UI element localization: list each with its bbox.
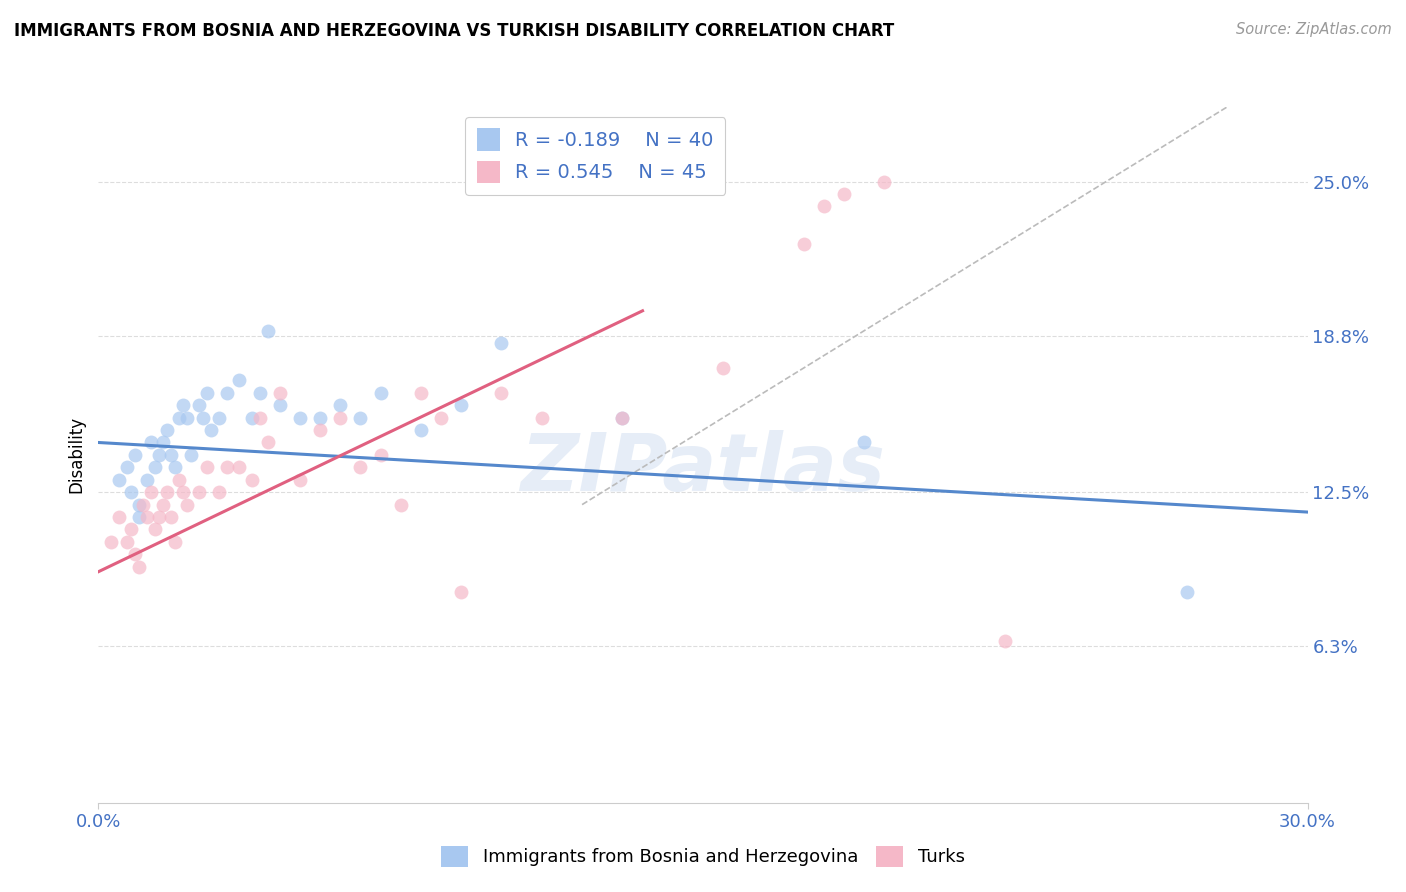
Point: [143, 523, 166, 537]
Point: [240, 473, 263, 487]
Point: [200, 423, 222, 437]
Point: [612, 410, 634, 425]
Point: [148, 448, 170, 462]
Point: [176, 498, 198, 512]
Point: [217, 385, 239, 400]
Point: [208, 410, 231, 425]
Point: [813, 199, 835, 213]
Point: [115, 535, 138, 549]
Point: [172, 398, 194, 412]
Point: [409, 423, 432, 437]
Point: [1175, 584, 1198, 599]
Point: [450, 398, 472, 412]
Point: [853, 435, 876, 450]
Point: [329, 410, 352, 425]
Point: [309, 423, 332, 437]
Text: ZIPatlas: ZIPatlas: [520, 430, 886, 508]
Point: [128, 498, 150, 512]
Point: [188, 485, 211, 500]
Point: [107, 473, 129, 487]
Text: IMMIGRANTS FROM BOSNIA AND HERZEGOVINA VS TURKISH DISABILITY CORRELATION CHART: IMMIGRANTS FROM BOSNIA AND HERZEGOVINA V…: [14, 22, 894, 40]
Y-axis label: Disability: Disability: [67, 417, 86, 493]
Point: [124, 448, 146, 462]
Legend: Immigrants from Bosnia and Herzegovina, Turks: Immigrants from Bosnia and Herzegovina, …: [434, 838, 972, 874]
Point: [249, 385, 271, 400]
Point: [240, 410, 263, 425]
Text: Source: ZipAtlas.com: Source: ZipAtlas.com: [1236, 22, 1392, 37]
Point: [491, 336, 513, 351]
Point: [132, 498, 155, 512]
Point: [208, 485, 231, 500]
Point: [100, 535, 122, 549]
Point: [180, 448, 202, 462]
Point: [107, 510, 129, 524]
Point: [120, 485, 142, 500]
Point: [128, 510, 150, 524]
Point: [195, 385, 218, 400]
Point: [156, 485, 179, 500]
Point: [195, 460, 218, 475]
Point: [256, 324, 278, 338]
Point: [156, 423, 179, 437]
Point: [228, 373, 250, 387]
Point: [994, 634, 1017, 648]
Point: [349, 460, 371, 475]
Point: [139, 485, 162, 500]
Point: [256, 435, 278, 450]
Point: [167, 473, 190, 487]
Point: [152, 435, 174, 450]
Point: [409, 385, 432, 400]
Point: [612, 410, 634, 425]
Point: [135, 510, 157, 524]
Point: [228, 460, 250, 475]
Point: [128, 559, 150, 574]
Point: [832, 187, 855, 202]
Point: [288, 473, 311, 487]
Point: [389, 498, 412, 512]
Point: [217, 460, 239, 475]
Point: [269, 385, 291, 400]
Point: [530, 410, 553, 425]
Point: [269, 398, 291, 412]
Point: [193, 410, 215, 425]
Point: [167, 410, 190, 425]
Point: [139, 435, 162, 450]
Point: [450, 584, 472, 599]
Point: [160, 448, 183, 462]
Point: [152, 498, 174, 512]
Point: [163, 535, 186, 549]
Point: [148, 510, 170, 524]
Point: [176, 410, 198, 425]
Point: [370, 448, 392, 462]
Point: [430, 410, 453, 425]
Point: [370, 385, 392, 400]
Point: [160, 510, 183, 524]
Point: [349, 410, 371, 425]
Point: [288, 410, 311, 425]
Point: [491, 385, 513, 400]
Legend: R = -0.189    N = 40, R = 0.545    N = 45: R = -0.189 N = 40, R = 0.545 N = 45: [465, 117, 725, 194]
Point: [172, 485, 194, 500]
Point: [873, 175, 896, 189]
Point: [163, 460, 186, 475]
Point: [188, 398, 211, 412]
Point: [309, 410, 332, 425]
Point: [135, 473, 157, 487]
Point: [793, 236, 815, 251]
Point: [120, 523, 142, 537]
Point: [329, 398, 352, 412]
Point: [249, 410, 271, 425]
Point: [711, 361, 734, 376]
Point: [143, 460, 166, 475]
Point: [115, 460, 138, 475]
Point: [124, 547, 146, 561]
